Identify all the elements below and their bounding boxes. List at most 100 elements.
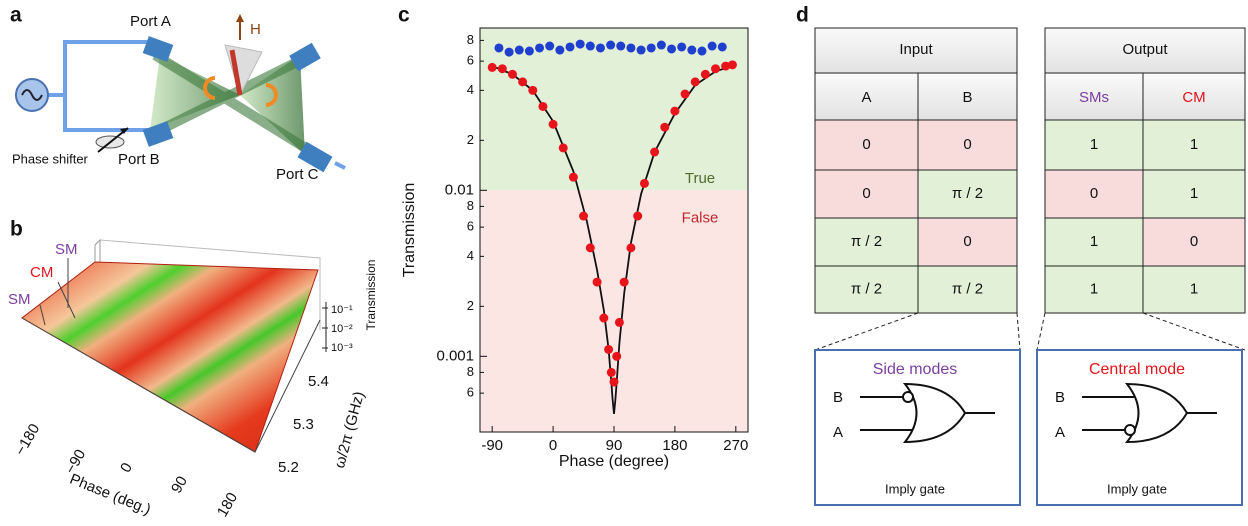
cell (1044, 169, 1144, 219)
data-point (504, 47, 514, 57)
data-point (595, 43, 605, 53)
gate-input: B (833, 389, 843, 406)
port-label: Port A (130, 13, 171, 30)
header-label: Output (1122, 41, 1168, 58)
y-tick-label: 0.001 (436, 347, 474, 364)
data-point (604, 344, 614, 354)
x-tick-label: 0 (549, 437, 557, 454)
data-point (633, 211, 643, 221)
cell-value: π / 2 (851, 233, 882, 250)
x-tick-label: 90 (168, 473, 191, 496)
data-point (670, 106, 680, 116)
x-axis-label: Phase (deg.) (67, 471, 153, 519)
data-point (619, 277, 629, 287)
y-tick-label: 8 (467, 364, 474, 379)
cell-value: 1 (1090, 233, 1098, 250)
data-point (697, 46, 707, 56)
cell-value: 0 (963, 233, 971, 250)
z-tick-label: 10⁻² (331, 323, 353, 335)
y-axis-label: Transmission (401, 183, 418, 278)
header-cell (814, 27, 1018, 74)
data-point (626, 243, 636, 253)
y-tick-label: 6 (467, 385, 474, 400)
mode-label: SM (8, 291, 31, 308)
gate-title: Side modes (873, 361, 958, 378)
port-label: Port C (276, 166, 319, 183)
y-tick-label: 2 (467, 132, 474, 147)
z-axis-label: Transmission (364, 260, 378, 331)
surface-plot: SM CM SM −180 −90 0 90 180 Phase (deg.) … (8, 238, 378, 520)
cell-value: π / 2 (851, 280, 882, 297)
cell-value: 1 (1190, 280, 1198, 297)
y-tick-label: 5.4 (308, 373, 329, 390)
data-point (558, 143, 568, 153)
data-point (524, 46, 534, 56)
cell-value: 0 (862, 185, 870, 202)
cell (814, 169, 919, 219)
callout-lines (814, 312, 1246, 351)
region-label: False (682, 209, 719, 226)
mode-label: SM (55, 241, 78, 258)
column-header: CM (1182, 89, 1205, 106)
data-point (612, 351, 622, 361)
data-point (727, 60, 737, 70)
cell (814, 265, 919, 314)
panel-label: b (10, 218, 23, 241)
panel-label: d (796, 4, 809, 27)
column-header-cell (917, 72, 1018, 121)
data-point (538, 101, 548, 111)
cell (1044, 265, 1144, 314)
data-point (579, 211, 589, 221)
cell-value: 0 (1090, 185, 1098, 202)
data-point (585, 243, 595, 253)
z-tick-label: 10⁻¹ (331, 304, 353, 316)
y-tick-label: 4 (467, 248, 474, 263)
cell-value: 1 (1090, 136, 1098, 153)
data-point (575, 39, 585, 49)
data-point (711, 64, 721, 74)
cell-value: π / 2 (952, 185, 983, 202)
gate-title: Central mode (1089, 361, 1185, 378)
column-header: A (861, 89, 871, 106)
setup-diagram: Port A Port B Port C Phase shifter H (12, 13, 346, 183)
column-header: SMs (1079, 89, 1109, 106)
data-point (497, 64, 507, 74)
x-tick-label: 270 (723, 437, 748, 454)
data-point (535, 43, 545, 53)
data-point (636, 45, 646, 55)
data-point (680, 89, 690, 99)
cell-value: 0 (862, 136, 870, 153)
cell (917, 169, 1018, 219)
header-cell (1044, 27, 1246, 74)
data-point (707, 41, 717, 51)
cell-value: 1 (1190, 136, 1198, 153)
cell (814, 119, 919, 171)
y-tick-label: 6 (467, 53, 474, 68)
gate-box (814, 349, 1021, 506)
x-tick-label: 180 (214, 490, 241, 520)
data-point (660, 122, 670, 132)
x-tick-label: −180 (12, 421, 44, 459)
data-point (565, 42, 575, 52)
y-tick-label: 5.2 (278, 459, 299, 476)
gate-input: B (1055, 389, 1065, 406)
gate-bubble (1124, 424, 1136, 436)
x-tick-label: 0 (117, 460, 136, 476)
data-point (494, 43, 504, 53)
data-point (700, 69, 710, 79)
y-tick-label: 0.01 (445, 181, 474, 198)
data-point (507, 69, 517, 79)
column-header-cell (1142, 72, 1246, 121)
panel-label: c (398, 4, 410, 27)
phase-shifter-label: Phase shifter (12, 151, 89, 166)
cell (1044, 119, 1144, 171)
data-point (528, 85, 538, 95)
false-region (480, 190, 748, 432)
data-point (667, 44, 677, 54)
data-point (687, 45, 697, 55)
cell (1142, 265, 1246, 314)
cell (1142, 217, 1246, 267)
cell (917, 119, 1018, 171)
data-point (614, 317, 624, 327)
